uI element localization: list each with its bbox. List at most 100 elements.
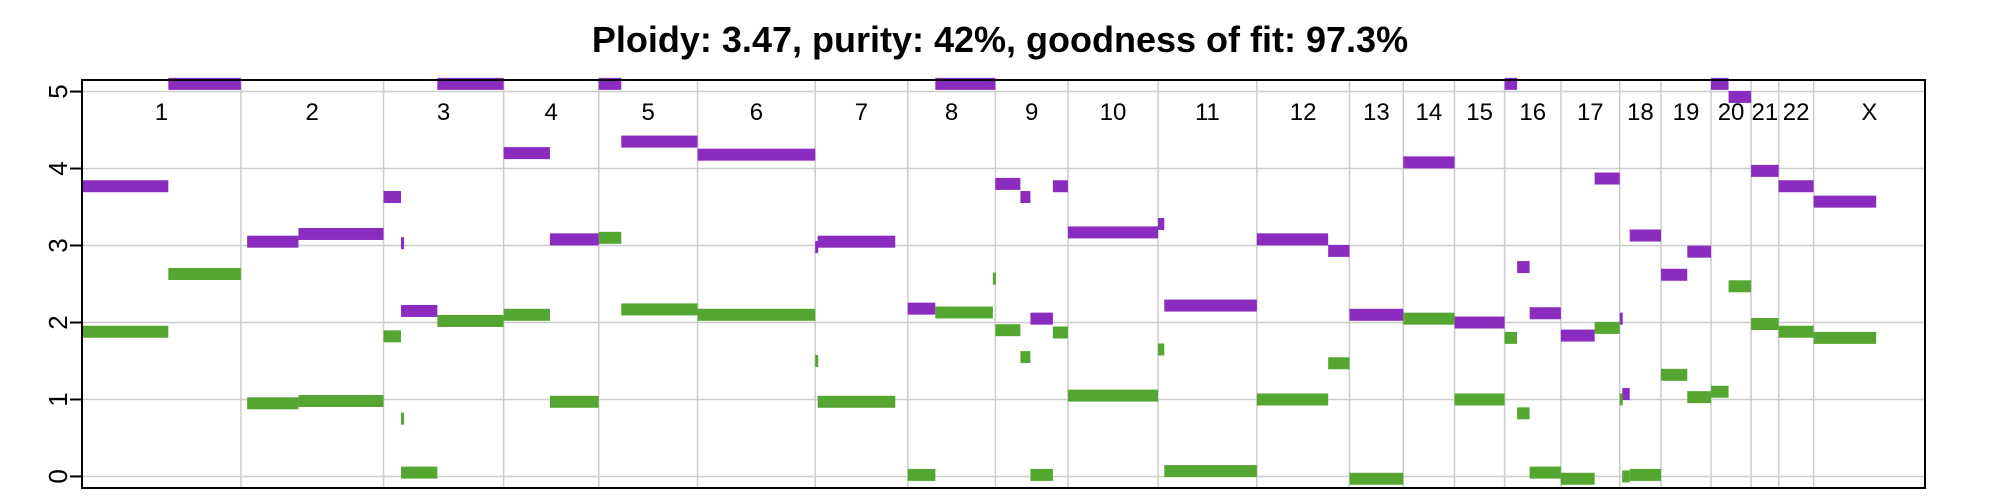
chromosome-label-2: 2 xyxy=(306,99,319,126)
major-cn-segment xyxy=(817,235,896,248)
major-cn-segment xyxy=(995,177,1021,190)
major-cn-segment xyxy=(401,304,438,317)
minor-cn-segment xyxy=(1517,407,1530,420)
y-tick-label: 3 xyxy=(43,238,73,252)
major-cn-segment xyxy=(1560,329,1595,342)
chromosome-label-19: 19 xyxy=(1673,99,1700,126)
minor-cn-segment xyxy=(82,325,169,338)
y-tick-label: 5 xyxy=(43,84,73,98)
chromosome-label-21: 21 xyxy=(1751,99,1778,126)
major-cn-segment xyxy=(401,237,405,250)
minor-cn-segment xyxy=(817,395,896,408)
major-cn-segment xyxy=(1622,388,1630,401)
chromosome-label-1: 1 xyxy=(155,99,168,126)
minor-cn-segment xyxy=(1728,280,1752,293)
minor-cn-segment xyxy=(621,303,698,316)
minor-cn-segment xyxy=(1052,326,1068,339)
minor-cn-segment xyxy=(1529,466,1561,479)
minor-cn-segment xyxy=(992,272,996,285)
major-cn-segment xyxy=(815,241,819,254)
minor-cn-segment xyxy=(549,395,599,408)
major-cn-segment xyxy=(247,235,299,248)
minor-cn-segment xyxy=(907,468,936,481)
minor-cn-segment xyxy=(1328,357,1350,370)
major-cn-segment xyxy=(1778,180,1814,193)
y-tick-label: 2 xyxy=(43,315,73,329)
minor-cn-segment xyxy=(598,231,622,244)
chromosome-label-14: 14 xyxy=(1416,99,1443,126)
major-cn-segment xyxy=(697,148,816,161)
y-axis: 0 1 2 3 4 5 xyxy=(43,84,82,484)
y-tick-label: 0 xyxy=(43,469,73,483)
major-cn-segment xyxy=(1256,233,1329,246)
minor-cn-segment xyxy=(437,314,504,327)
major-cn-segment xyxy=(503,147,550,160)
minor-cn-segment xyxy=(168,267,241,280)
chromosome-label-8: 8 xyxy=(945,99,958,126)
minor-cn-segment xyxy=(1687,391,1712,404)
major-cn-segment xyxy=(621,135,698,148)
minor-cn-segment xyxy=(298,395,384,408)
chromosome-label-3: 3 xyxy=(437,99,450,126)
chromosome-label-13: 13 xyxy=(1363,99,1390,126)
chromosome-label-20: 20 xyxy=(1718,99,1745,126)
chromosome-label-7: 7 xyxy=(855,99,868,126)
minor-cn-segment xyxy=(1020,351,1031,364)
major-cn-segment xyxy=(298,227,384,240)
y-tick-label: 1 xyxy=(43,392,73,406)
minor-cn-segment xyxy=(401,412,405,425)
minor-cn-segment xyxy=(1349,472,1404,485)
major-cn-segment xyxy=(1687,245,1712,258)
major-cn-segment xyxy=(1660,268,1688,281)
segments-layer xyxy=(82,77,1877,485)
minor-cn-segment xyxy=(401,466,438,479)
major-cn-segment xyxy=(907,302,936,315)
major-cn-segment xyxy=(1164,299,1257,312)
minor-cn-segment xyxy=(935,306,993,319)
major-cn-segment xyxy=(383,191,402,204)
major-cn-segment xyxy=(1619,312,1623,325)
major-cn-segment xyxy=(1158,217,1165,230)
chromosome-label-17: 17 xyxy=(1577,99,1604,126)
major-cn-segment xyxy=(1349,308,1404,321)
major-cn-segment xyxy=(549,233,599,246)
major-cn-segment xyxy=(1030,312,1053,325)
chromosome-label-5: 5 xyxy=(641,99,654,126)
major-cn-segment xyxy=(1529,307,1561,320)
minor-cn-segment xyxy=(1622,470,1630,483)
chromosome-labels: 1 2 3 4 5 6 7 8 9 10 11 12 13 14 15 16 17 18 19 20 21 22 X xyxy=(155,99,1878,126)
minor-cn-segment xyxy=(1813,331,1877,344)
minor-cn-segment xyxy=(995,324,1021,337)
major-cn-segment xyxy=(1020,191,1031,204)
minor-cn-segment xyxy=(503,308,550,321)
major-cn-segment xyxy=(1517,261,1530,274)
chromosome-label-10: 10 xyxy=(1100,99,1127,126)
major-cn-segment xyxy=(82,180,169,193)
major-cn-segment xyxy=(1052,180,1068,193)
minor-cn-segment xyxy=(247,397,299,410)
minor-cn-segment xyxy=(1256,393,1329,406)
minor-cn-segment xyxy=(1594,321,1620,334)
chromosome-label-11: 11 xyxy=(1195,99,1220,126)
minor-cn-segment xyxy=(1660,368,1688,381)
major-cn-segment xyxy=(1067,226,1159,239)
minor-cn-segment xyxy=(815,354,819,367)
chromosome-label-4: 4 xyxy=(545,99,558,126)
chart-title: Ploidy: 3.47, purity: 42%, goodness of f… xyxy=(592,19,1408,60)
minor-cn-segment xyxy=(1403,312,1455,325)
chromosome-label-12: 12 xyxy=(1290,99,1317,126)
minor-cn-segment xyxy=(1504,331,1518,344)
minor-cn-segment xyxy=(383,330,402,343)
major-cn-segment xyxy=(1751,164,1779,177)
chromosome-label-22: 22 xyxy=(1783,99,1810,126)
major-cn-segment xyxy=(1403,156,1455,169)
minor-cn-segment xyxy=(1751,318,1779,331)
chromosome-label-X: X xyxy=(1861,99,1877,126)
y-tick-label: 4 xyxy=(43,161,73,175)
minor-cn-segment xyxy=(1030,468,1053,481)
chromosome-label-15: 15 xyxy=(1466,99,1493,126)
minor-cn-segment xyxy=(1778,325,1814,338)
chromosome-label-16: 16 xyxy=(1519,99,1546,126)
minor-cn-segment xyxy=(1711,385,1729,398)
